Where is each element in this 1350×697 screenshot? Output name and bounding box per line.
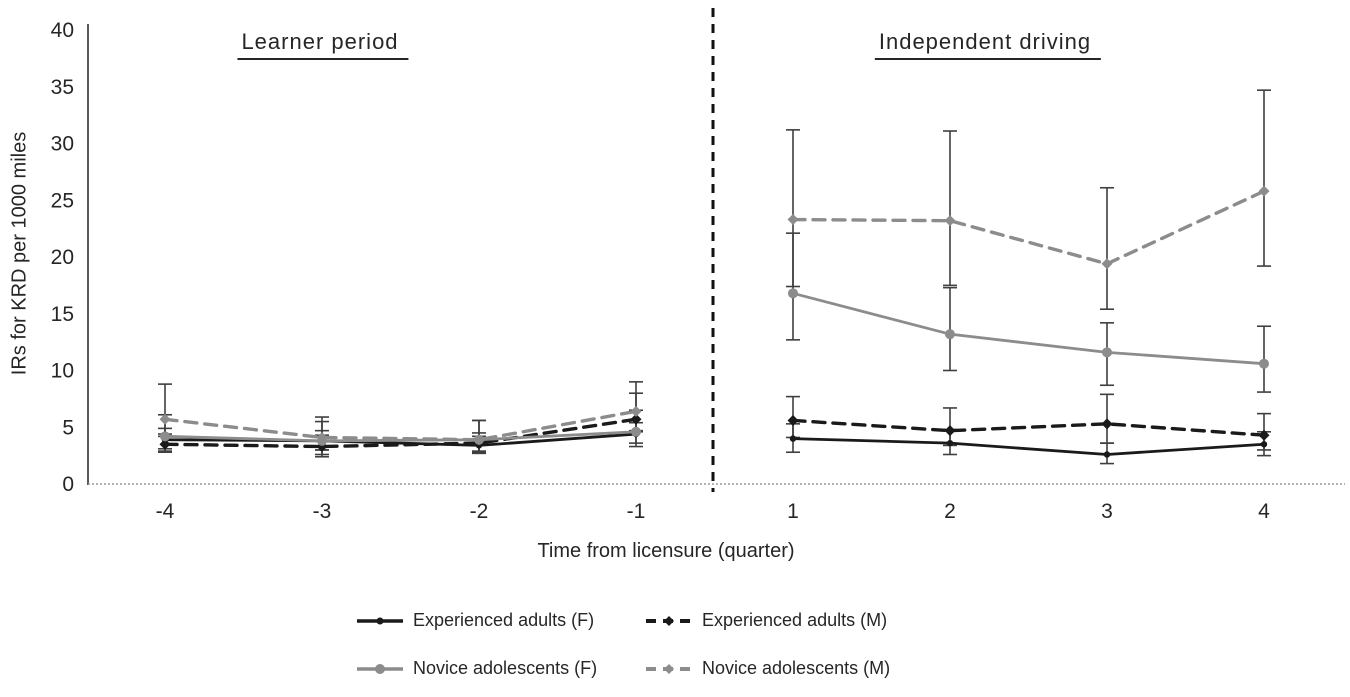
x-tick-label: 1	[787, 500, 799, 523]
y-tick-label: 20	[51, 246, 74, 269]
series-marker	[787, 414, 799, 426]
series-marker	[159, 413, 171, 425]
series-line	[791, 189, 1266, 266]
y-tick-label: 40	[51, 19, 74, 42]
legend-item-label: Experienced adults (F)	[413, 610, 595, 630]
x-axis-title: Time from licensure (quarter)	[537, 540, 795, 562]
series-marker	[630, 413, 642, 425]
x-tick-label: -1	[627, 500, 646, 523]
series-marker	[788, 288, 798, 299]
legend-item-label: Novice adolescents (M)	[702, 658, 891, 678]
series-marker	[473, 434, 485, 446]
series-marker	[1258, 185, 1270, 197]
legend-item-experienced-adults-m: Experienced adults (M)	[645, 610, 887, 631]
legend-swatch-solid-gray-line-icon	[357, 663, 403, 674]
y-axis-title: IRs for KRD per 1000 miles	[8, 131, 31, 376]
legend-item-novice-adolescents-m: Novice adolescents (M)	[645, 658, 890, 679]
legend-item-experienced-adults-f: Experienced adults (F)	[356, 610, 594, 631]
legend-item-novice-adolescents-f: Novice adolescents (F)	[356, 658, 597, 679]
error-bar	[786, 129, 800, 288]
y-tick-label: 35	[51, 76, 74, 99]
series-line	[163, 432, 638, 447]
series-marker	[630, 405, 642, 417]
series-marker	[1259, 358, 1269, 369]
error-bar	[943, 286, 957, 372]
y-tick-label: 15	[51, 303, 74, 326]
series-line	[163, 430, 638, 443]
series-marker	[945, 329, 955, 340]
series-line	[791, 291, 1266, 366]
y-tick-label: 5	[62, 416, 74, 439]
legend-swatch-solid-black-line-icon	[357, 617, 403, 624]
series-marker	[944, 215, 956, 227]
series-line	[791, 418, 1266, 437]
x-tick-label: 2	[944, 500, 956, 523]
series-marker	[789, 435, 797, 442]
x-tick-label: -3	[313, 500, 332, 523]
series-marker	[1103, 451, 1111, 458]
x-tick-label: -4	[156, 500, 175, 523]
x-tick-label: 3	[1101, 500, 1113, 523]
series-marker	[946, 439, 954, 447]
chart-canvas: 0 5 10 15 20 25 30 35 40 -4 -3 -2 -1 1 2 3 4	[51, 8, 1345, 523]
y-tick-label: 30	[51, 133, 74, 156]
series-marker	[631, 426, 641, 437]
series-marker	[787, 214, 799, 226]
error-bar	[1100, 186, 1114, 311]
y-tick-label: 0	[62, 473, 74, 496]
error-bar	[943, 130, 957, 287]
series-marker	[159, 438, 171, 450]
series-marker	[1258, 429, 1270, 441]
series-marker	[1102, 347, 1112, 358]
y-tick-label: 25	[51, 189, 74, 212]
error-bar	[1257, 89, 1271, 267]
legend-swatch-dashed-black-line-icon	[646, 615, 692, 626]
panel-label-learner-period: Learner period	[237, 29, 409, 60]
x-tick-label: 4	[1258, 500, 1270, 523]
series-marker	[1260, 441, 1268, 448]
x-tick-label: -2	[470, 500, 489, 523]
y-tick-label: 10	[51, 360, 74, 383]
legend-item-label: Experienced adults (M)	[702, 610, 888, 630]
series-marker	[1101, 418, 1113, 430]
legend-swatch-dashed-gray-line-icon	[646, 663, 692, 674]
series-marker	[1101, 258, 1113, 270]
panel-label-independent-driving: Independent driving	[874, 29, 1102, 60]
series-line	[791, 437, 1266, 456]
series-line	[163, 417, 638, 449]
legend-item-label: Novice adolescents (F)	[413, 658, 598, 678]
series-marker	[316, 431, 328, 443]
series-marker	[944, 425, 956, 437]
series-marker	[160, 431, 170, 442]
series-line	[163, 409, 638, 442]
